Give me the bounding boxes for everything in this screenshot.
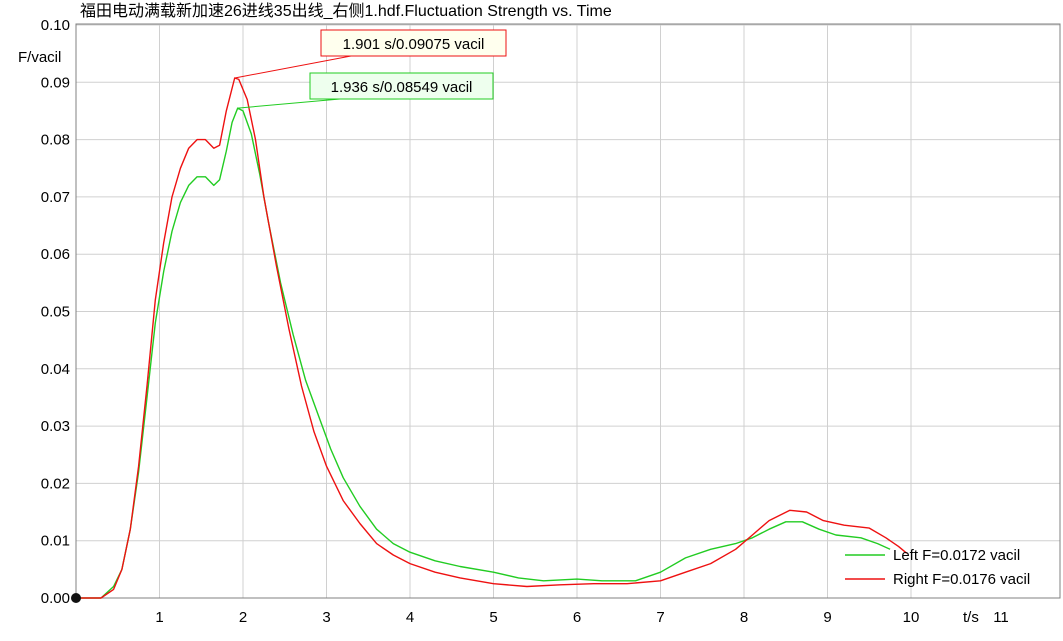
x-tick-label: 4	[406, 609, 414, 626]
y-tick-label: 0.02	[41, 475, 70, 492]
legend: Left F=0.0172 vacil Right F=0.0176 vacil	[845, 547, 1030, 588]
x-tick-label: 6	[573, 609, 581, 626]
y-tick-label: 0.09	[41, 74, 70, 91]
annotation-leader	[234, 55, 352, 79]
annotation-label: 1.901 s/0.09075 vacil	[343, 36, 485, 53]
y-tick-label: 0.08	[41, 132, 70, 149]
x-tick-label: 9	[823, 609, 831, 626]
y-tick-label: 0.07	[41, 189, 70, 206]
annotation-box	[309, 72, 494, 100]
x-tick-labels: 1 2 3 4 5 6 7 8 9 10 11	[155, 609, 1008, 626]
y-axis-label: F/vacil	[18, 49, 61, 66]
x-tick-label: 7	[656, 609, 664, 626]
y-tick-label: 0.04	[41, 361, 70, 378]
x-tick-label: 8	[740, 609, 748, 626]
y-tick-label: 0.05	[41, 304, 70, 321]
x-tick-label: 11	[993, 609, 1009, 626]
x-tick-label: 1	[155, 609, 163, 626]
annotation-layer: 1.901 s/0.09075 vacil 1.936 s/0.08549 vac…	[234, 29, 507, 109]
chart-title: 福田电动满载新加速26进线35出线_右侧1.hdf.Fluctuation St…	[80, 2, 612, 20]
legend-label: Left F=0.0172 vacil	[893, 547, 1020, 564]
y-tick-labels: 0.00 0.01 0.02 0.03 0.04 0.05 0.06 0.07 0.08 0.09…	[41, 17, 70, 607]
annotation-leader	[237, 98, 341, 109]
annotation-label: 1.936 s/0.08549 vacil	[331, 79, 473, 96]
series-layer	[76, 77, 908, 599]
x-tick-label: 10	[903, 609, 920, 626]
y-tick-label: 0.10	[41, 17, 70, 34]
y-tick-label: 0.03	[41, 418, 70, 435]
y-tick-label: 0.00	[41, 590, 70, 607]
annotation-box	[320, 29, 507, 57]
x-tick-label: 2	[239, 609, 247, 626]
legend-label: Right F=0.0176 vacil	[893, 571, 1030, 588]
x-tick-label: 3	[322, 609, 330, 626]
origin-marker	[71, 593, 81, 603]
y-tick-label: 0.06	[41, 246, 70, 263]
series-line	[76, 77, 908, 599]
y-tick-label: 0.01	[41, 533, 70, 550]
x-axis-label: t/s	[963, 609, 979, 626]
x-tick-label: 5	[489, 609, 497, 626]
plot-frame	[75, 23, 1061, 599]
series-line	[76, 107, 891, 599]
